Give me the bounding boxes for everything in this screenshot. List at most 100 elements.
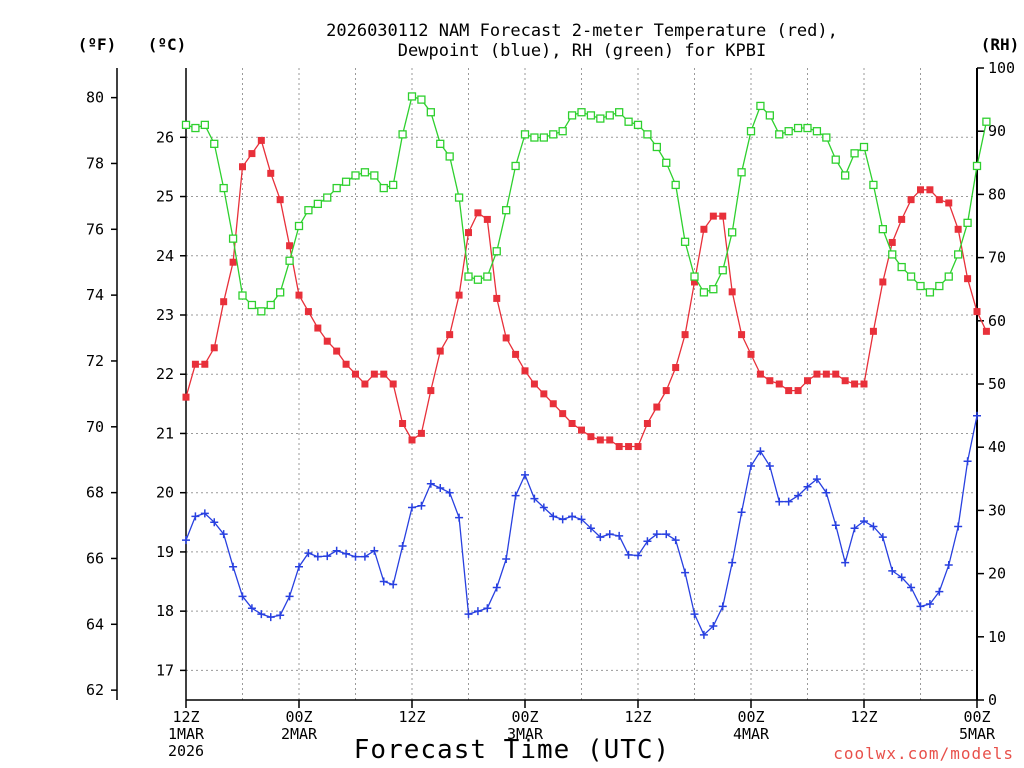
dewpoint-point — [408, 503, 416, 512]
dewpoint-point — [511, 491, 520, 500]
rh-point — [615, 108, 624, 117]
data-series — [181, 92, 991, 639]
time-tick-label: 00Z — [511, 708, 538, 726]
temperature-point — [643, 420, 651, 427]
dewpoint-point — [671, 536, 680, 545]
rh-point — [285, 256, 294, 265]
dewpoint-point — [596, 533, 605, 542]
celsius-tick-label: 19 — [156, 543, 174, 561]
time-tick-label: 3MAR — [507, 725, 544, 743]
rh-point — [379, 183, 388, 193]
temperature-point — [606, 436, 614, 444]
temperature-point — [700, 225, 708, 233]
dewpoint-point — [888, 566, 897, 575]
rh-tick-label: 70 — [988, 249, 1006, 267]
dewpoint-point — [304, 549, 313, 558]
rh-tick-label: 90 — [988, 122, 1006, 140]
temperature-point — [926, 186, 934, 194]
fahrenheit-tick-label: 68 — [86, 484, 104, 502]
temperature-point — [276, 196, 284, 204]
fahrenheit-tick-label: 80 — [86, 89, 104, 107]
dewpoint-point — [878, 533, 887, 542]
fahrenheit-tick-label: 72 — [86, 352, 104, 370]
temperature-point — [775, 380, 783, 388]
rh-point — [389, 180, 398, 190]
dewpoint-point — [907, 583, 916, 592]
rh-point — [577, 108, 586, 117]
temperature-point — [653, 403, 661, 411]
temperature-point — [615, 443, 623, 451]
temperature-point — [851, 380, 859, 388]
rh-point — [624, 117, 633, 126]
dewpoint-point — [276, 611, 285, 620]
celsius-tick-label: 18 — [156, 602, 174, 620]
celsius-tick-label: 26 — [156, 128, 174, 146]
rh-point — [502, 206, 511, 215]
rh-point — [332, 183, 341, 193]
temperature-point — [201, 360, 209, 368]
rh-point — [944, 272, 953, 281]
temperature-point — [530, 380, 538, 388]
temperature-point — [681, 331, 689, 339]
celsius-tick-label: 21 — [156, 424, 174, 442]
rh-point — [633, 120, 643, 130]
temperature-point — [662, 387, 670, 395]
temperature-point — [220, 298, 228, 306]
dewpoint-point — [690, 610, 699, 619]
dewpoint-point — [455, 513, 464, 522]
dewpoint-point — [370, 546, 379, 555]
temperature-point — [587, 433, 595, 441]
dewpoint-point — [229, 562, 238, 571]
rh-point — [718, 266, 727, 275]
dewpoint-point — [483, 604, 492, 613]
temperature-point — [370, 370, 378, 378]
rh-point — [247, 300, 257, 310]
temperature-point — [257, 136, 265, 144]
x-axis-title: Forecast Time (UTC) — [354, 735, 670, 765]
dewpoint-point — [210, 518, 219, 527]
temperature-point — [380, 370, 388, 378]
temperature-point — [493, 294, 501, 302]
dewpoint-point — [285, 592, 294, 601]
temperature-point — [879, 278, 887, 286]
temperature-point — [813, 370, 821, 378]
rh-point — [982, 117, 991, 126]
dewpoint-point — [342, 549, 351, 558]
temperature-point — [361, 380, 369, 388]
dewpoint-point — [925, 600, 934, 609]
temperature-point — [841, 377, 849, 385]
temperature-point — [747, 350, 755, 358]
temperature-point — [333, 347, 341, 355]
rh-point — [916, 281, 925, 291]
temperature-point — [945, 199, 953, 207]
time-tick-label: 12Z — [398, 708, 425, 726]
time-tick-label: 2026 — [168, 742, 204, 760]
rh-point — [200, 120, 209, 130]
rh-point — [850, 149, 859, 158]
temperature-point — [625, 443, 633, 451]
rh-point — [219, 183, 228, 193]
fahrenheit-tick-label: 74 — [86, 286, 104, 304]
dewpoint-point — [718, 602, 727, 611]
series-dewpoint — [182, 411, 981, 639]
dewpoint-point — [794, 491, 803, 500]
rh-point — [351, 171, 360, 180]
gridlines — [186, 68, 977, 700]
dewpoint-point — [417, 501, 426, 510]
dewpoint-point — [728, 558, 737, 567]
rh-point — [341, 177, 351, 186]
rh-point — [737, 168, 746, 177]
temperature-point — [229, 258, 237, 266]
temperature-point — [417, 429, 425, 437]
dewpoint-point — [219, 530, 228, 539]
rh-point — [181, 120, 191, 130]
rh-point — [775, 130, 784, 139]
rh-point — [869, 180, 878, 190]
dewpoint-point — [634, 551, 642, 560]
dewpoint-point — [332, 546, 341, 555]
dewpoint-point — [756, 447, 765, 456]
dewpoint-point — [624, 550, 633, 559]
dewpoint-point — [963, 457, 972, 466]
dewpoint-point — [502, 555, 511, 564]
credit-label: coolwx.com/models — [833, 744, 1014, 763]
